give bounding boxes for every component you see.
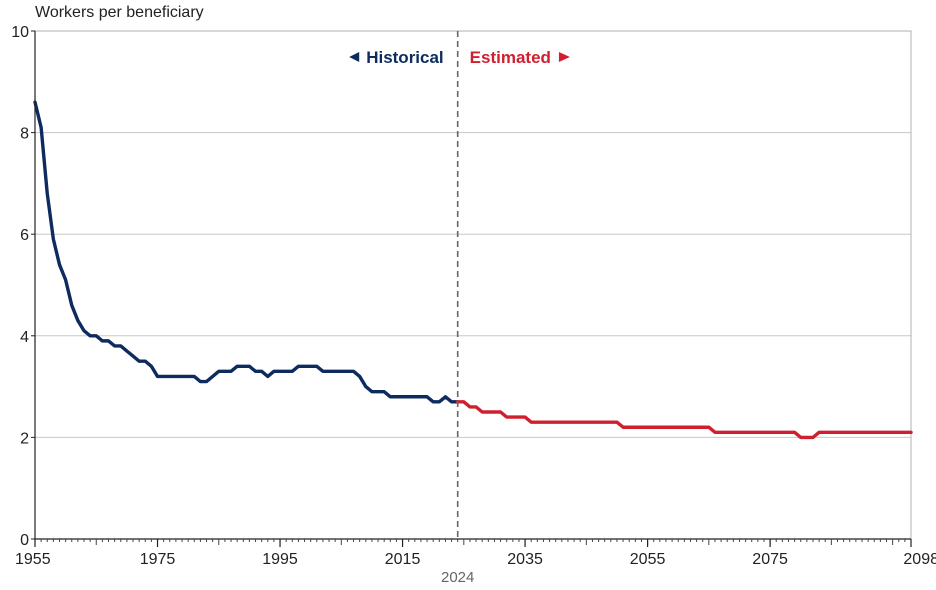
- y-tick-label: 4: [20, 329, 29, 346]
- x-tick-label: 2055: [630, 551, 666, 568]
- divider-label: 2024: [441, 569, 474, 586]
- x-tick-label: 1975: [140, 551, 176, 568]
- series-line-historical: [33, 100, 460, 404]
- x-tick-label: 2035: [507, 551, 543, 568]
- estimated-label: Estimated: [470, 48, 551, 67]
- left-arrow-icon: [349, 52, 360, 62]
- y-tick-label: 10: [11, 24, 29, 41]
- axes: 0 2 4 6 8 10 1955 1975 1995 2015 2035 2055 2075 2098: [11, 24, 936, 568]
- y-tick-label: 0: [20, 532, 29, 549]
- x-tick-label: 2015: [385, 551, 421, 568]
- series-line-estimated: [455, 400, 913, 440]
- x-tick-label: 1995: [262, 551, 298, 568]
- x-tick-label: 1955: [15, 551, 51, 568]
- annotations: Historical Estimated: [349, 48, 570, 67]
- historical-label: Historical: [366, 48, 443, 67]
- y-tick-label: 8: [20, 126, 29, 143]
- divider: 2024: [441, 31, 474, 586]
- y-tick-label: 2: [20, 430, 29, 447]
- plot-frame: [34, 30, 912, 540]
- y-axis-label: Workers per beneficiary: [35, 4, 204, 21]
- y-tick-label: 6: [20, 227, 29, 244]
- x-tick-label: 2098: [903, 551, 936, 568]
- x-tick-label: 2075: [752, 551, 788, 568]
- gridlines: [35, 132, 911, 438]
- right-arrow-icon: [558, 52, 570, 62]
- series-lines: [33, 100, 913, 440]
